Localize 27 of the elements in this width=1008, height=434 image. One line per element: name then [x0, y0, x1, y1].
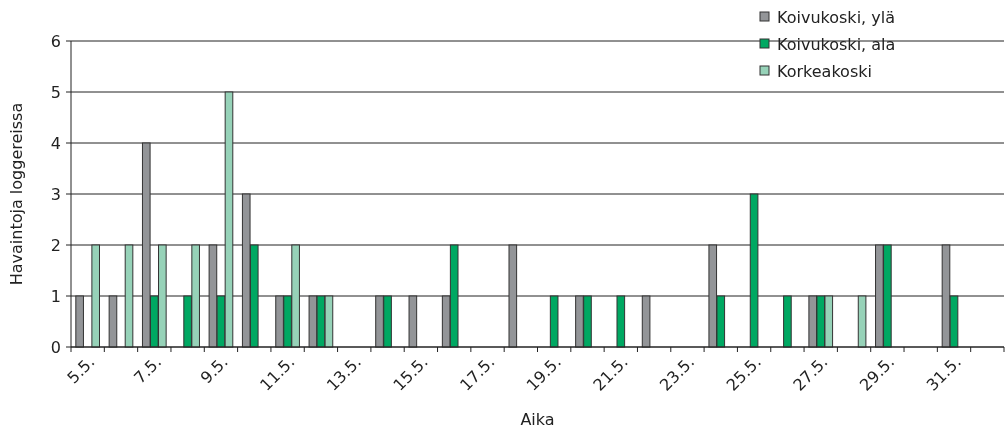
y-axis-title: Havaintoja loggereissa: [7, 102, 26, 286]
y-tick-label: 4: [50, 133, 61, 153]
legend-label: Korkeakoski: [777, 61, 872, 81]
y-tick-label: 2: [50, 235, 61, 255]
x-tick-label: 7.5.: [130, 352, 166, 388]
bar: [508, 244, 518, 348]
bar: [408, 295, 418, 348]
y-tick-label: 6: [50, 31, 61, 51]
y-tick-label: 1: [50, 286, 61, 306]
x-axis-title: Aika: [520, 410, 555, 429]
bar: [783, 295, 792, 348]
legend-label: Koivukoski, ylä: [777, 7, 895, 27]
bar: [857, 295, 867, 348]
y-tick-label: 0: [50, 337, 61, 357]
x-tick-label: 9.5.: [196, 352, 232, 388]
bar: [124, 244, 134, 348]
bar: [641, 295, 651, 348]
x-tick-label: 5.5.: [63, 352, 99, 388]
bar: [616, 295, 626, 348]
y-tick-label: 5: [50, 82, 61, 102]
y-tick-label: 3: [50, 184, 61, 204]
legend-label: Koivukoski, ala: [777, 34, 896, 54]
bar: [749, 193, 759, 348]
bar: [549, 295, 559, 348]
bar: [108, 295, 118, 348]
bar: [75, 295, 84, 348]
bar: [91, 244, 100, 348]
